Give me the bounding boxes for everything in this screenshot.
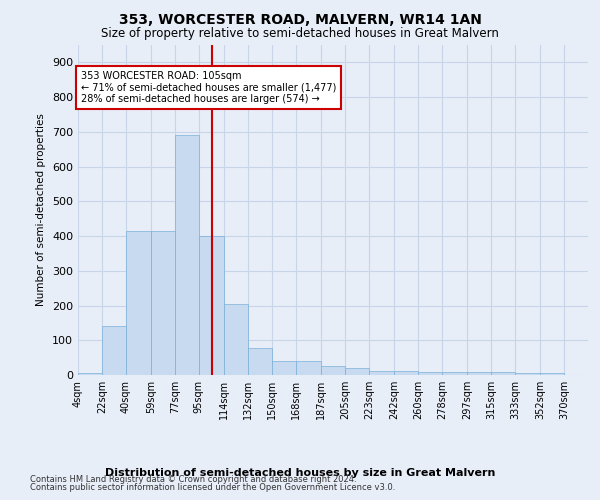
Bar	[272, 361, 296, 375]
Bar	[248, 348, 272, 375]
Bar	[224, 304, 248, 375]
Bar	[296, 361, 321, 375]
Bar	[394, 371, 418, 375]
Bar	[369, 371, 394, 375]
Text: 353, WORCESTER ROAD, MALVERN, WR14 1AN: 353, WORCESTER ROAD, MALVERN, WR14 1AN	[119, 12, 481, 26]
Bar	[515, 374, 540, 375]
Bar	[467, 372, 491, 375]
Bar	[418, 372, 442, 375]
Y-axis label: Number of semi-detached properties: Number of semi-detached properties	[37, 114, 46, 306]
Bar	[151, 231, 175, 375]
Text: 353 WORCESTER ROAD: 105sqm
← 71% of semi-detached houses are smaller (1,477)
28%: 353 WORCESTER ROAD: 105sqm ← 71% of semi…	[80, 71, 336, 104]
Bar	[442, 372, 467, 375]
Bar	[126, 231, 151, 375]
Bar	[491, 372, 515, 375]
Text: Distribution of semi-detached houses by size in Great Malvern: Distribution of semi-detached houses by …	[105, 468, 495, 477]
Bar	[78, 374, 102, 375]
Bar	[175, 136, 199, 375]
Text: Size of property relative to semi-detached houses in Great Malvern: Size of property relative to semi-detach…	[101, 28, 499, 40]
Bar	[199, 236, 224, 375]
Bar	[321, 366, 345, 375]
Text: Contains public sector information licensed under the Open Government Licence v3: Contains public sector information licen…	[30, 484, 395, 492]
Bar	[345, 368, 369, 375]
Bar	[102, 326, 126, 375]
Bar	[540, 374, 564, 375]
Text: Contains HM Land Registry data © Crown copyright and database right 2024.: Contains HM Land Registry data © Crown c…	[30, 475, 356, 484]
